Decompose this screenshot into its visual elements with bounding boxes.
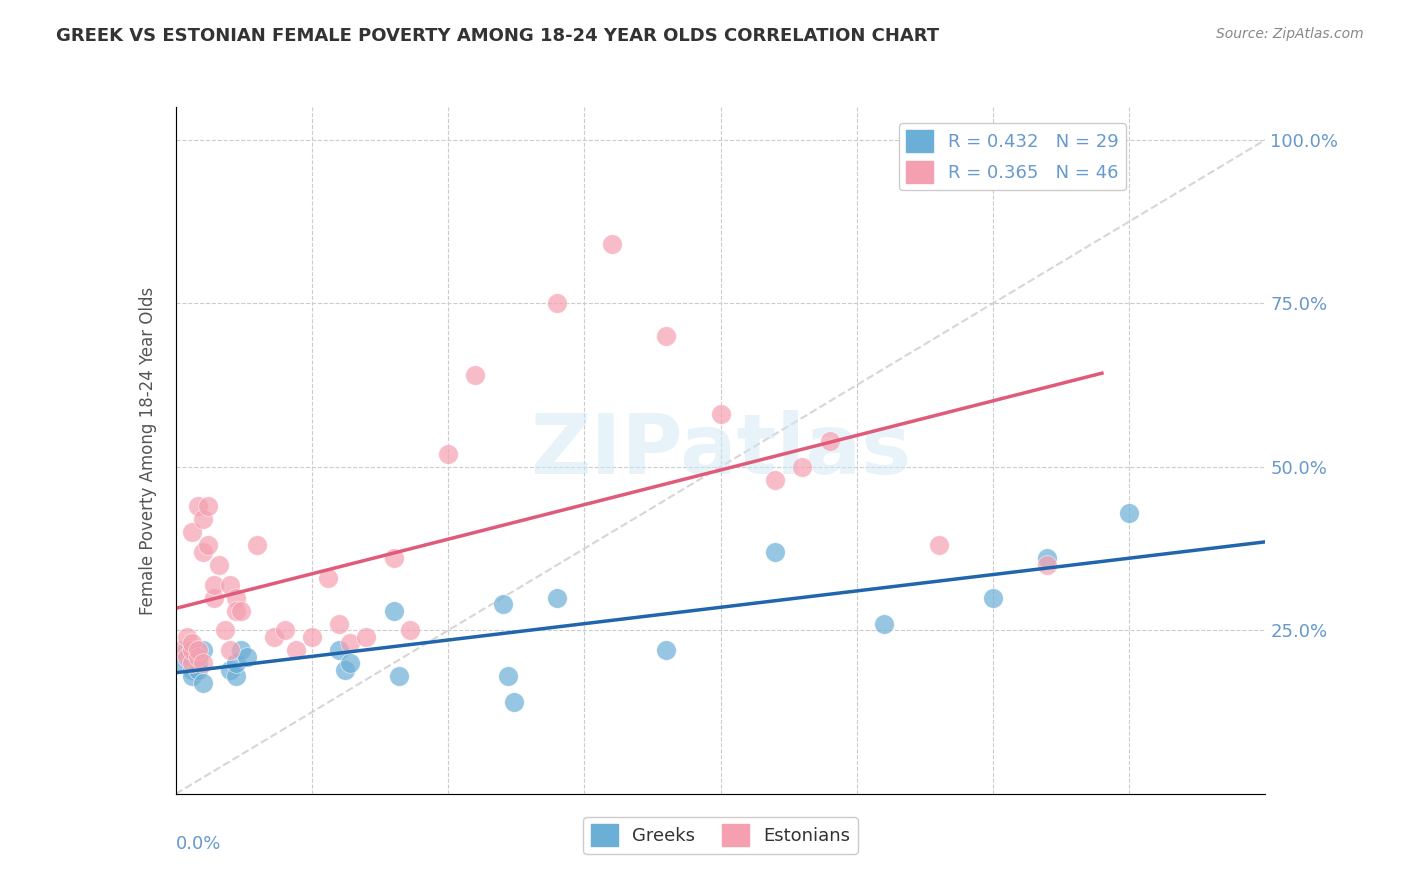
Point <box>181 636 204 650</box>
Point <box>710 408 733 422</box>
Point <box>197 499 219 513</box>
Point <box>502 695 524 709</box>
Point <box>219 643 242 657</box>
Point <box>246 538 269 552</box>
Point <box>496 669 519 683</box>
Point <box>202 577 225 591</box>
Point <box>928 538 950 552</box>
Point <box>399 624 422 638</box>
Point <box>191 545 214 559</box>
Point <box>181 656 204 670</box>
Point <box>191 643 214 657</box>
Point <box>1118 506 1140 520</box>
Point <box>318 571 340 585</box>
Point <box>191 656 214 670</box>
Point <box>181 525 204 540</box>
Point <box>191 512 214 526</box>
Point <box>655 329 678 343</box>
Y-axis label: Female Poverty Among 18-24 Year Olds: Female Poverty Among 18-24 Year Olds <box>139 286 157 615</box>
Point <box>263 630 285 644</box>
Point <box>388 669 411 683</box>
Point <box>186 649 209 664</box>
Text: 0.0%: 0.0% <box>176 835 221 853</box>
Point <box>225 604 247 618</box>
Point <box>328 643 350 657</box>
Text: ZIPatlas: ZIPatlas <box>530 410 911 491</box>
Point <box>328 616 350 631</box>
Point <box>219 577 242 591</box>
Point <box>301 630 323 644</box>
Point <box>176 649 198 664</box>
Point <box>219 663 242 677</box>
Point <box>763 545 786 559</box>
Point <box>1036 558 1059 572</box>
Point <box>186 643 209 657</box>
Point <box>1036 551 1059 566</box>
Point <box>181 649 204 664</box>
Point <box>225 591 247 605</box>
Text: GREEK VS ESTONIAN FEMALE POVERTY AMONG 18-24 YEAR OLDS CORRELATION CHART: GREEK VS ESTONIAN FEMALE POVERTY AMONG 1… <box>56 27 939 45</box>
Point <box>873 616 896 631</box>
Point <box>382 551 405 566</box>
Point <box>208 558 231 572</box>
Point <box>284 643 307 657</box>
Point <box>231 604 253 618</box>
Point <box>274 624 297 638</box>
Point <box>197 538 219 552</box>
Point <box>231 643 253 657</box>
Point <box>225 656 247 670</box>
Point <box>176 643 198 657</box>
Point <box>600 237 623 252</box>
Point <box>356 630 378 644</box>
Point <box>382 604 405 618</box>
Point <box>214 624 236 638</box>
Legend: Greeks, Estonians: Greeks, Estonians <box>583 817 858 854</box>
Point <box>339 656 361 670</box>
Point <box>181 669 204 683</box>
Point <box>170 643 193 657</box>
Text: Source: ZipAtlas.com: Source: ZipAtlas.com <box>1216 27 1364 41</box>
Point <box>981 591 1004 605</box>
Point <box>333 663 356 677</box>
Point <box>191 675 214 690</box>
Point <box>186 663 209 677</box>
Point <box>437 447 460 461</box>
Point <box>546 296 568 310</box>
Point <box>464 368 486 383</box>
Point <box>176 630 198 644</box>
Point <box>792 459 814 474</box>
Point <box>492 597 515 611</box>
Point <box>202 591 225 605</box>
Point <box>763 473 786 487</box>
Point <box>170 656 193 670</box>
Point <box>339 636 361 650</box>
Point <box>225 669 247 683</box>
Point <box>818 434 841 448</box>
Point <box>186 656 209 670</box>
Point <box>655 643 678 657</box>
Point <box>181 643 204 657</box>
Point <box>235 649 257 664</box>
Point <box>181 663 204 677</box>
Point <box>546 591 568 605</box>
Point <box>186 499 209 513</box>
